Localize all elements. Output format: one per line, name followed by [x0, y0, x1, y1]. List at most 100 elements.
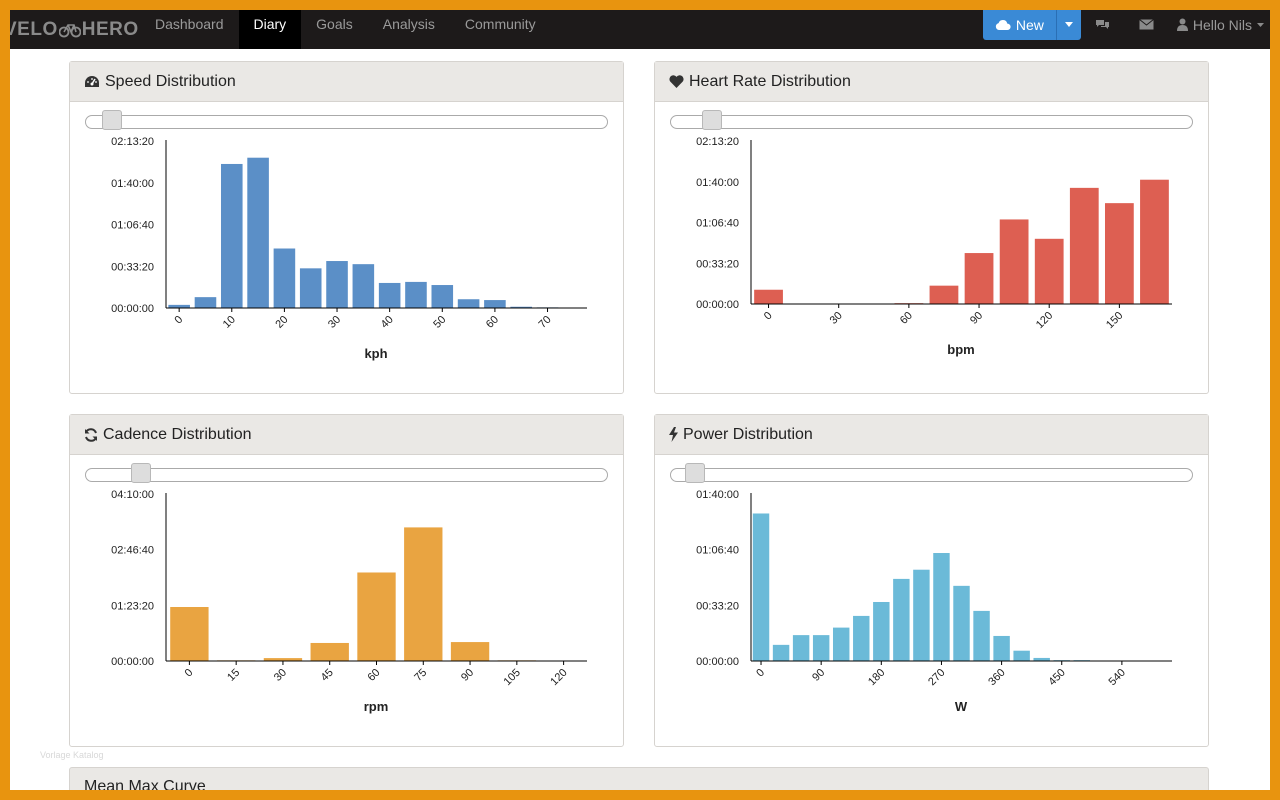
- y-tick-label: 04:10:00: [111, 489, 154, 501]
- bar: [168, 304, 190, 308]
- nav-goals[interactable]: Goals: [316, 16, 353, 32]
- bicycle-icon: [58, 23, 81, 37]
- x-tick-label: 60: [898, 310, 915, 327]
- top-navbar: VELO HERO Dashboard Diary Goals Analysis…: [10, 10, 1270, 49]
- bar: [1069, 187, 1099, 304]
- x-tick-label: 450: [1046, 667, 1067, 688]
- dashboard-icon: [85, 75, 99, 87]
- speed-range-slider[interactable]: [85, 110, 608, 130]
- user-menu[interactable]: Hello Nils: [1169, 17, 1270, 33]
- comments-icon: [1096, 19, 1110, 29]
- bar: [1013, 650, 1030, 661]
- x-tick-label: 105: [501, 667, 522, 688]
- new-button[interactable]: New: [982, 10, 1057, 40]
- bar: [812, 635, 830, 661]
- bar: [450, 642, 490, 661]
- y-tick-label: 01:06:40: [696, 545, 739, 557]
- x-tick-label: 120: [1034, 310, 1055, 331]
- new-button-label: New: [1015, 16, 1044, 33]
- power-chart: 00:00:00 00:33:20 01:06:40 01:40:00 0 90 180 27…: [696, 489, 1172, 714]
- nav-analysis[interactable]: Analysis: [382, 16, 435, 32]
- cadence-range-slider[interactable]: [85, 463, 608, 483]
- bar: [352, 264, 375, 308]
- bar: [964, 253, 994, 304]
- bar: [754, 289, 783, 304]
- user-icon: [1176, 18, 1188, 31]
- x-tick-label: 150: [1104, 310, 1125, 331]
- x-tick-label: 0: [754, 667, 767, 680]
- y-tick-label: 01:23:20: [111, 600, 154, 612]
- bar: [993, 635, 1010, 661]
- bar: [893, 578, 910, 661]
- power-range-slider[interactable]: [670, 463, 1193, 483]
- bar: [299, 268, 322, 308]
- heart-icon: [669, 75, 684, 88]
- y-tick-label: 00:00:00: [111, 303, 154, 315]
- x-tick-label: 10: [221, 314, 238, 331]
- panel-title: Power Distribution: [683, 425, 813, 443]
- new-dropdown-toggle[interactable]: [1056, 10, 1081, 40]
- y-tick-label: 00:00:00: [111, 656, 154, 668]
- x-tick-label: 30: [272, 667, 289, 684]
- x-tick-label: 120: [548, 667, 569, 688]
- bar: [326, 261, 348, 308]
- bar: [973, 610, 990, 661]
- bar: [170, 607, 209, 661]
- mean-max-curve-panel: Mean Max Curve: [69, 767, 1209, 790]
- y-tick-label: 01:40:00: [696, 489, 739, 501]
- nav-community[interactable]: Community: [464, 16, 536, 32]
- y-tick-label: 00:00:00: [696, 656, 739, 668]
- slider-handle[interactable]: [702, 110, 722, 130]
- cadence-chart: 00:00:00 01:23:20 02:46:40 04:10:00 0 15 30 45 6…: [111, 489, 587, 714]
- bar: [772, 644, 790, 661]
- main-nav: Dashboard Diary Goals Analysis Community: [140, 10, 551, 49]
- bar: [929, 285, 959, 304]
- x-tick-label: 75: [412, 667, 429, 684]
- slider-handle[interactable]: [102, 110, 122, 130]
- panel-header: Speed Distribution: [70, 62, 623, 102]
- mail-button[interactable]: [1125, 10, 1169, 44]
- x-tick-label: 0: [762, 310, 775, 323]
- x-tick-label: 90: [459, 667, 476, 684]
- bar: [194, 297, 217, 308]
- panel-header: Cadence Distribution: [70, 415, 623, 455]
- nav-diary[interactable]: Diary: [238, 10, 302, 49]
- user-greeting: Hello Nils: [1192, 16, 1252, 33]
- y-tick-label: 02:13:20: [696, 136, 739, 148]
- slider-handle[interactable]: [131, 463, 151, 483]
- x-tick-label: 20: [273, 314, 290, 331]
- bar: [404, 527, 443, 661]
- brand-text-right: HERO: [81, 18, 139, 40]
- bolt-icon: [669, 427, 678, 442]
- slider-handle[interactable]: [685, 463, 705, 483]
- brand-logo[interactable]: VELO HERO: [10, 10, 139, 49]
- new-button-group: New: [982, 10, 1081, 40]
- bar: [431, 285, 454, 308]
- x-axis-label: kph: [364, 346, 387, 361]
- panel-title: Speed Distribution: [105, 72, 236, 90]
- x-tick-label: 50: [431, 314, 448, 331]
- bar: [378, 282, 401, 308]
- x-tick-label: 45: [319, 667, 336, 684]
- bar: [1104, 203, 1134, 304]
- nav-right: New Hello Nils: [982, 10, 1270, 49]
- y-tick-label: 01:40:00: [111, 178, 154, 190]
- bar: [220, 163, 243, 308]
- y-tick-label: 02:46:40: [111, 545, 154, 557]
- heart-rate-chart: 00:00:00 00:33:20 01:06:40 01:40:00 02:13:20…: [696, 136, 1172, 357]
- envelope-icon: [1139, 19, 1155, 30]
- heart-rate-range-slider[interactable]: [670, 110, 1193, 130]
- y-tick-label: 00:33:20: [111, 261, 154, 273]
- messages-button[interactable]: [1081, 10, 1125, 44]
- refresh-icon: [85, 427, 97, 442]
- brand-text-left: VELO: [10, 18, 58, 40]
- y-tick-label: 00:33:20: [696, 258, 739, 270]
- x-tick-label: 90: [968, 310, 985, 327]
- x-tick-label: 40: [379, 314, 396, 331]
- nav-dashboard[interactable]: Dashboard: [155, 16, 224, 32]
- y-tick-label: 01:06:40: [696, 218, 739, 230]
- bar: [510, 306, 533, 308]
- x-tick-label: 0: [172, 314, 185, 327]
- y-tick-label: 00:00:00: [696, 299, 739, 311]
- heart-rate-distribution-panel: Heart Rate Distribution 00:00:00 00:33:20…: [654, 61, 1209, 394]
